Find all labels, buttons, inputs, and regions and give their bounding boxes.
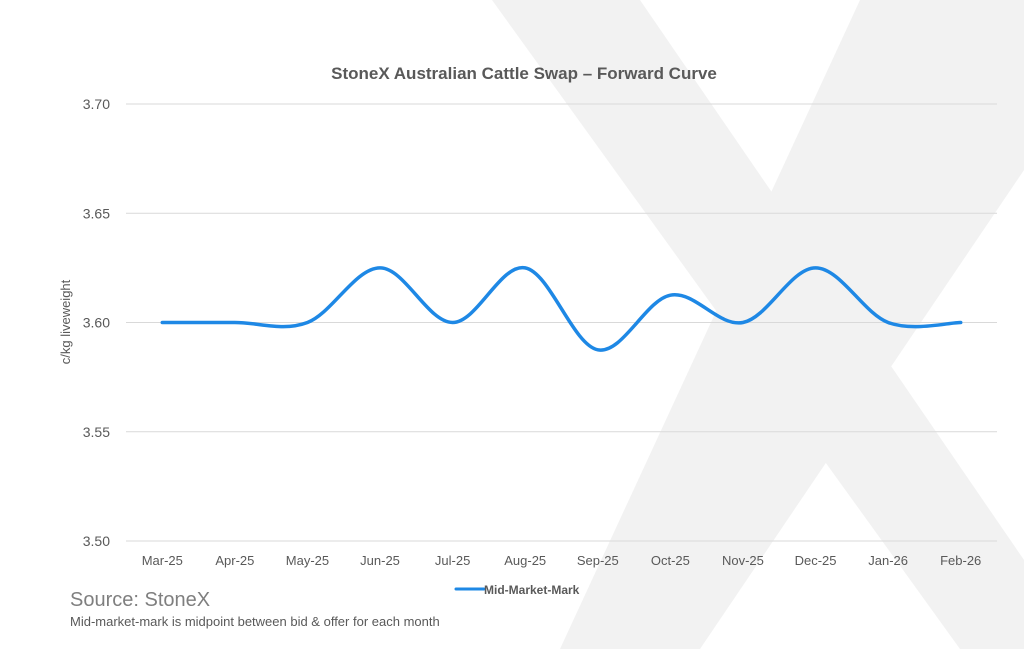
source-text: Source: StoneX (70, 589, 211, 611)
stonex-x-watermark-logo (492, 0, 1024, 649)
x-tick-label: Apr-25 (215, 553, 254, 568)
y-axis-label: c/kg liveweight (58, 279, 73, 364)
x-tick-label: Dec-25 (795, 553, 837, 568)
x-tick-label: Jul-25 (435, 553, 470, 568)
y-tick-label: 3.70 (83, 96, 110, 112)
footnote-text: Mid-market-mark is midpoint between bid … (70, 614, 440, 629)
series-line-0 (160, 266, 963, 352)
x-tick-label: Feb-26 (940, 553, 981, 568)
x-tick-label: May-25 (286, 553, 329, 568)
y-tick-label: 3.65 (83, 205, 110, 221)
x-tick-label: Jan-26 (868, 553, 908, 568)
x-axis-ticks: Mar-25 Apr-25 May-25 Jun-25 Jul-25 Aug-25 Sep-… (142, 553, 982, 568)
y-tick-label: 3.50 (83, 533, 110, 549)
gridlines (126, 103, 997, 542)
x-tick-label: Oct-25 (651, 553, 690, 568)
legend-label: Mid-Market-Mark (484, 583, 580, 597)
y-axis-ticks: 3.50 3.55 3.60 3.65 3.70 (83, 96, 110, 549)
legend: Mid-Market-Mark (454, 583, 580, 597)
y-tick-label: 3.60 (83, 315, 110, 331)
x-tick-label: Mar-25 (142, 553, 183, 568)
x-tick-label: Nov-25 (722, 553, 764, 568)
series-lines (160, 266, 963, 352)
x-tick-label: Jun-25 (360, 553, 400, 568)
x-tick-label: Aug-25 (504, 553, 546, 568)
chart-title: StoneX Australian Cattle Swap – Forward … (331, 64, 717, 83)
x-tick-label: Sep-25 (577, 553, 619, 568)
y-tick-label: 3.55 (83, 424, 110, 440)
